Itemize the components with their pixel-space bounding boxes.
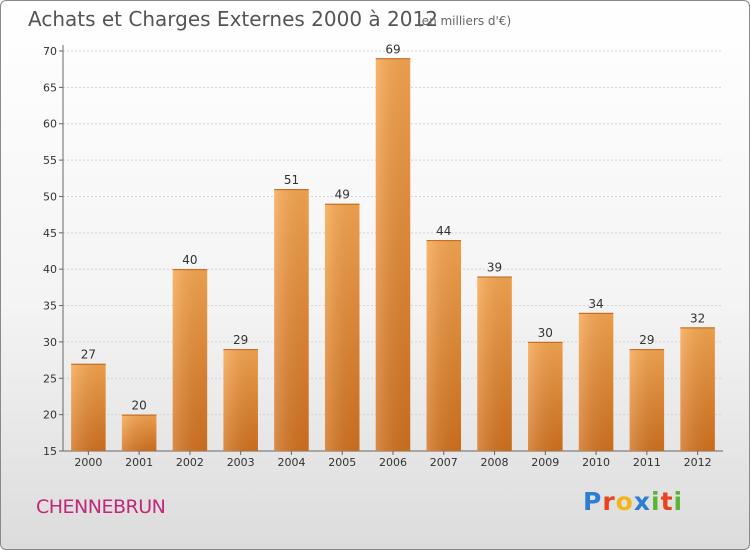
bar-sheen (578, 312, 614, 451)
bar-sheen (274, 189, 309, 451)
logo-letter: t (660, 487, 674, 516)
bar-sheen (629, 349, 665, 451)
y-tick-label: 35 (43, 300, 57, 313)
y-tick-label: 65 (43, 81, 57, 94)
bar-sheen (324, 203, 360, 451)
logo-letter: x (633, 487, 651, 516)
logo-letter: i (673, 487, 684, 516)
y-tick-label: 50 (43, 190, 57, 203)
proxiti-logo[interactable]: Proxiti (583, 487, 683, 516)
logo-letter: r (602, 487, 616, 516)
bar-value-label: 20 (132, 399, 147, 413)
bar-value-label: 34 (588, 297, 603, 311)
y-tick-label: 70 (43, 45, 57, 58)
bar-sheen (680, 327, 715, 451)
bar-value-label: 29 (639, 333, 654, 347)
y-tick-label: 20 (43, 409, 57, 422)
x-tick-label: 2003 (227, 456, 255, 469)
x-tick-label: 2009 (531, 456, 559, 469)
bar-value-label: 39 (487, 260, 502, 274)
bar-value-label: 44 (436, 224, 451, 238)
bar-sheen (528, 341, 563, 451)
bar-value-label: 51 (284, 173, 299, 187)
bar-value-label: 27 (81, 348, 96, 362)
axes: 15 20 25 30 35 40 45 50 55 60 65 70 (43, 45, 723, 458)
x-tick-label: 2005 (328, 456, 356, 469)
bar-value-label: 40 (182, 253, 197, 267)
x-tick-label: 2008 (481, 456, 509, 469)
bar-value-label: 29 (233, 333, 248, 347)
logo-letter: i (651, 487, 661, 516)
y-tick-label: 60 (43, 118, 57, 131)
x-tick-label: 2002 (176, 456, 204, 469)
bar-value-label: 49 (335, 188, 350, 202)
y-tick-label: 25 (43, 372, 57, 385)
bar-sheen (477, 276, 512, 451)
y-tick-label: 40 (43, 263, 57, 276)
x-tick-label: 2000 (74, 456, 102, 469)
x-tick-label: 2010 (582, 456, 610, 469)
bar-sheen (426, 240, 462, 451)
bar-sheen (375, 58, 411, 451)
x-tick-label: 2004 (277, 456, 305, 469)
x-tick-label: 2006 (379, 456, 407, 469)
bar-value-label: 69 (385, 42, 400, 56)
bar-sheen (121, 414, 157, 451)
bar-sheen (223, 349, 258, 451)
bar-sheen (71, 363, 106, 451)
bar-value-label: 32 (690, 311, 705, 325)
y-tick-label: 55 (43, 154, 57, 167)
x-tick-label: 2001 (125, 456, 153, 469)
bar-sheen (172, 269, 208, 451)
town-name: CHENNEBRUN (36, 496, 166, 518)
y-tick-label: 30 (43, 336, 57, 349)
logo-letter: o (615, 487, 634, 516)
chart-subtitle: (en milliers d'€) (417, 14, 512, 28)
x-tick-label: 2011 (633, 456, 661, 469)
y-tick-label: 15 (43, 445, 57, 458)
y-tick-label: 45 (43, 227, 57, 240)
labels: 27 2000 20 2001 40 2002 29 2003 51 2004 49 2005 69 20… (74, 42, 711, 469)
bar-value-label: 30 (538, 326, 553, 340)
logo-letter: P (583, 487, 603, 516)
bars (71, 58, 715, 451)
x-tick-label: 2012 (684, 456, 712, 469)
x-tick-label: 2007 (430, 456, 458, 469)
chart-title: Achats et Charges Externes 2000 à 2012 (28, 7, 438, 31)
